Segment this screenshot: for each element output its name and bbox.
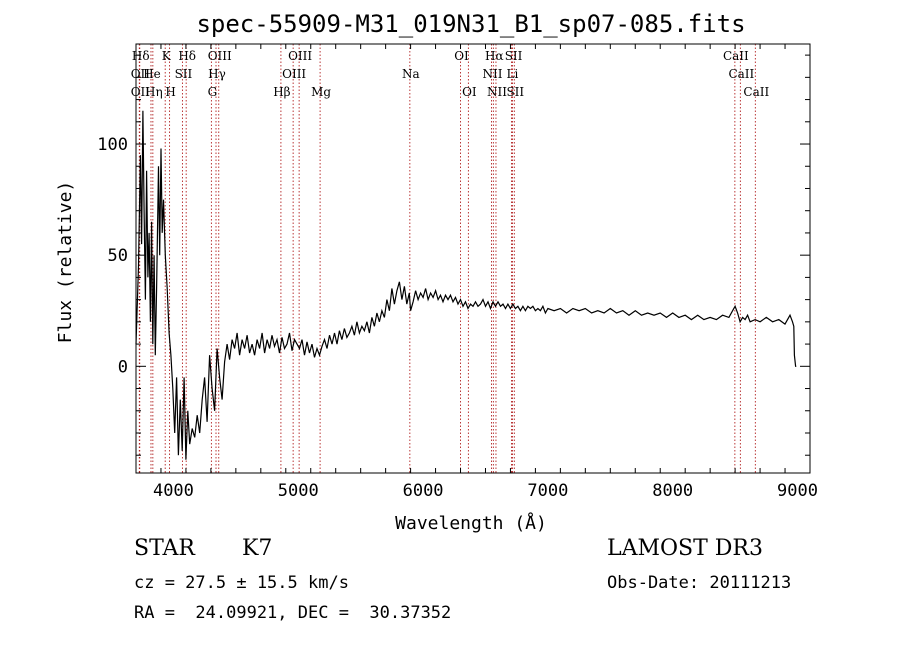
object-type: STAR — [134, 536, 195, 561]
line-marker-label: OI — [454, 49, 469, 63]
y-axis-label: Flux (relative) — [55, 181, 76, 344]
line-marker-label: Hη — [145, 85, 163, 99]
x-axis: 4000 5000 6000 7000 8000 9000 — [135, 44, 818, 501]
line-marker-label: Hα — [485, 49, 504, 63]
y-tick-label: 100 — [97, 135, 128, 155]
y-tick-label: 0 — [118, 357, 128, 377]
spectrum-line — [135, 110, 797, 460]
line-marker-label: Hδ — [132, 49, 150, 63]
line-marker-label: Mg — [311, 85, 331, 99]
line-marker-label: Hβ — [273, 85, 290, 99]
plot-frame — [135, 43, 811, 474]
y-tick-label: 50 — [108, 246, 128, 266]
observation-date: Obs-Date: 20111213 — [607, 573, 792, 593]
line-marker-label: CaII — [743, 85, 769, 99]
line-marker-label: Hδ — [178, 49, 196, 63]
x-tick-label: 4000 — [153, 481, 194, 501]
line-marker-label: CaII — [728, 67, 754, 81]
line-marker-label: SII — [175, 67, 193, 81]
line-marker-label: OIII — [208, 49, 232, 63]
y-axis: 0 50 100 — [97, 54, 810, 456]
line-marker-label: Li — [507, 67, 519, 81]
line-marker-label: OI — [462, 85, 477, 99]
ra-dec-coordinates: RA = 24.09921, DEC = 30.37352 — [134, 603, 452, 623]
redshift-cz: cz = 27.5 ± 15.5 km/s — [134, 573, 349, 593]
line-marker-label: Hγ — [208, 67, 226, 81]
line-marker-label: OIII — [282, 67, 306, 81]
line-marker-label: SII — [505, 49, 523, 63]
line-marker-label: SII — [506, 85, 524, 99]
line-marker-label: CaII — [723, 49, 749, 63]
emission-line-markers — [138, 44, 756, 473]
line-marker-label: NII — [487, 85, 507, 99]
x-axis-label: Wavelength (Å) — [395, 512, 547, 534]
line-marker-label: Na — [402, 67, 420, 81]
x-tick-label: 7000 — [527, 481, 568, 501]
x-tick-label: 5000 — [278, 481, 319, 501]
spectral-subclass: K7 — [242, 536, 273, 561]
x-tick-label: 9000 — [777, 481, 818, 501]
survey-name: LAMOST DR3 — [607, 536, 763, 561]
line-marker-label: NII — [482, 67, 502, 81]
line-marker-label: K — [162, 49, 172, 63]
line-marker-label: He — [143, 67, 161, 81]
line-marker-label: H — [165, 85, 175, 99]
x-tick-label: 6000 — [403, 481, 444, 501]
line-marker-label: OIII — [288, 49, 312, 63]
chart-title: spec-55909-M31_019N31_B1_sp07-085.fits — [196, 10, 745, 38]
line-marker-label: G — [208, 85, 218, 99]
x-tick-label: 8000 — [652, 481, 693, 501]
